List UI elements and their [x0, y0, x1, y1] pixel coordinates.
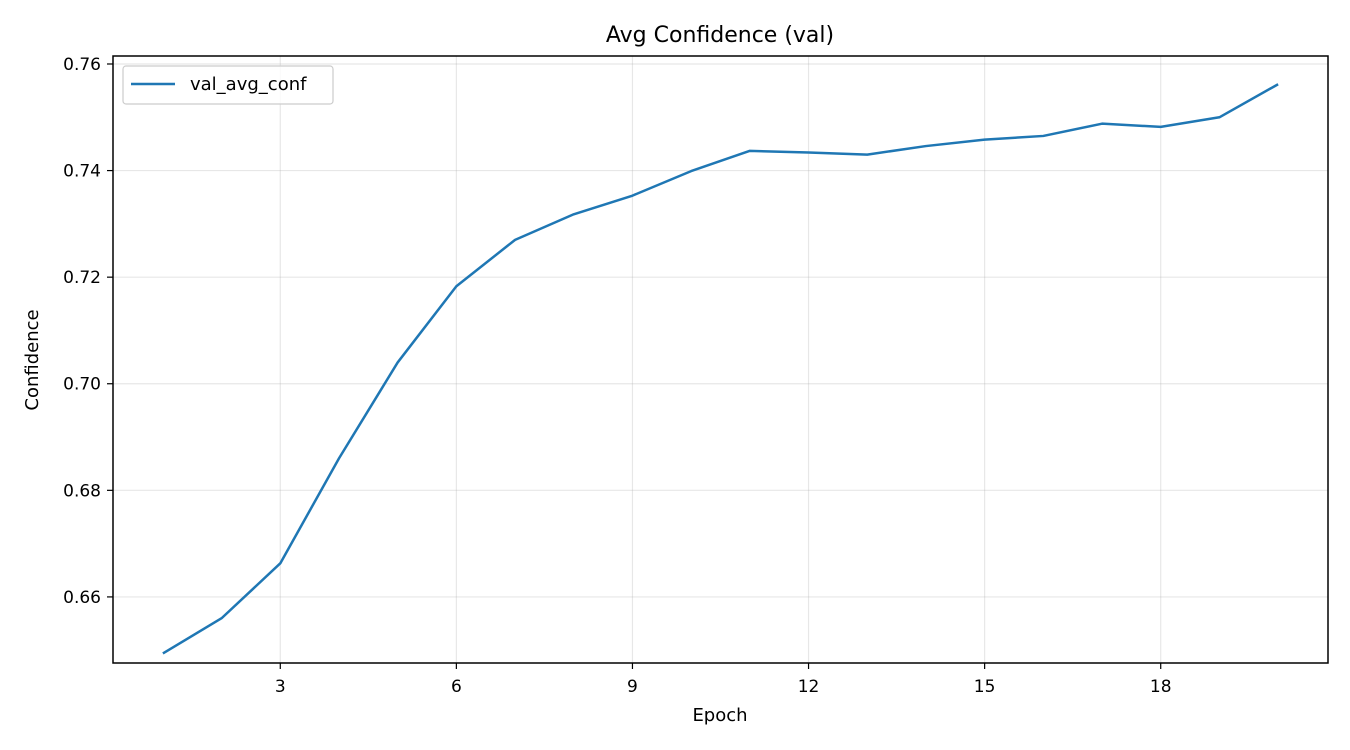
x-tick-label: 6 [451, 677, 462, 697]
legend-label: val_avg_conf [190, 74, 307, 95]
y-tick-label: 0.74 [63, 162, 101, 182]
x-tick-label: 12 [798, 677, 820, 697]
legend: val_avg_conf [122, 65, 334, 105]
x-tick-label: 9 [627, 677, 638, 697]
series-line-val_avg_conf [162, 83, 1279, 655]
y-tick-label: 0.66 [63, 588, 101, 608]
y-tick-label: 0.72 [63, 268, 101, 288]
grid [113, 56, 1328, 663]
legend-box [122, 65, 334, 105]
y-tick-label: 0.68 [63, 481, 101, 501]
plot-frame [112, 55, 1329, 664]
y-axis-label: Confidence [22, 309, 43, 410]
series-layer [162, 83, 1279, 655]
x-axis: 3 6 9 12 15 18 [275, 663, 1172, 697]
y-tick-label: 0.70 [63, 375, 101, 395]
x-tick-label: 3 [275, 677, 286, 697]
x-tick-label: 15 [974, 677, 996, 697]
y-axis: 0.66 0.68 0.70 0.72 0.74 0.76 [63, 55, 113, 608]
chart-title: Avg Confidence (val) [606, 23, 834, 48]
x-tick-label: 18 [1150, 677, 1172, 697]
y-tick-label: 0.76 [63, 55, 101, 75]
x-axis-label: Epoch [692, 705, 747, 726]
